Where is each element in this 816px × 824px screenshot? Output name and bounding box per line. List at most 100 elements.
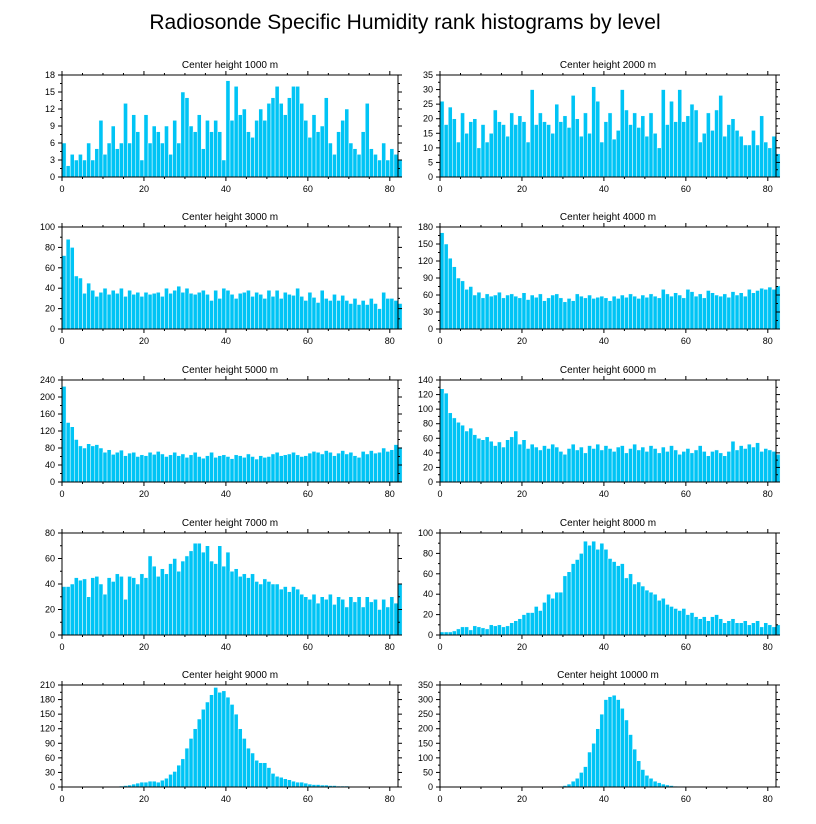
bar (596, 444, 600, 482)
bar (645, 136, 649, 177)
bar (735, 623, 739, 635)
bar (341, 120, 345, 177)
bar (115, 574, 119, 635)
bar (234, 298, 238, 329)
x-tick-label: 80 (763, 642, 773, 652)
bar (316, 452, 320, 482)
bar (747, 444, 751, 482)
bar (690, 104, 694, 177)
chart-panel-8: Center height 8000 m 0 20 40 60 80 100 0 20 40 60 8… (418, 518, 780, 652)
bar (653, 133, 657, 177)
bar (706, 456, 710, 482)
bar (230, 120, 234, 177)
bar (267, 581, 271, 635)
bar (173, 771, 177, 787)
bar (456, 629, 460, 635)
bar (115, 452, 119, 482)
bar (583, 453, 587, 482)
bar (70, 154, 74, 177)
bar (357, 457, 361, 482)
bar (193, 132, 197, 177)
bar (308, 453, 312, 482)
bar (641, 447, 645, 482)
bar (719, 95, 723, 177)
bar (481, 440, 485, 482)
bar (312, 594, 316, 635)
bar (226, 457, 230, 483)
bar (148, 781, 152, 787)
bar (633, 444, 637, 482)
bar (136, 457, 140, 483)
bar (637, 127, 641, 177)
bar (132, 115, 136, 177)
bar (575, 119, 579, 177)
bar (107, 143, 111, 177)
bar (719, 296, 723, 329)
bar (74, 160, 78, 177)
bar (571, 444, 575, 482)
x-tick-label: 80 (763, 336, 773, 346)
bar (739, 293, 743, 329)
bar (522, 440, 526, 482)
bar (768, 625, 772, 635)
bar (756, 443, 760, 482)
bar (620, 295, 624, 329)
y-tick-label: 9 (50, 121, 55, 131)
bar (136, 584, 140, 635)
bar (690, 453, 694, 482)
bar (189, 551, 193, 635)
bar (694, 296, 698, 329)
bar (87, 597, 91, 635)
y-tick-label: 350 (418, 680, 433, 690)
bar (357, 154, 361, 177)
bar (279, 456, 283, 482)
bar (205, 456, 209, 482)
bar (559, 451, 563, 482)
bar (665, 294, 669, 329)
bar (522, 293, 526, 329)
bar (465, 431, 469, 482)
bar (649, 294, 653, 329)
bar (312, 297, 316, 329)
bar (678, 454, 682, 482)
bar (205, 702, 209, 787)
bar (210, 561, 214, 635)
bar (723, 456, 727, 482)
bar (246, 132, 250, 177)
bar (772, 627, 776, 635)
bar (444, 244, 448, 329)
y-tick-label: 35 (423, 70, 433, 80)
bar (222, 160, 226, 177)
bar (534, 125, 538, 177)
bar (743, 448, 747, 482)
bar (669, 296, 673, 329)
bar (193, 294, 197, 329)
bar (473, 119, 477, 177)
bar (263, 579, 267, 635)
y-tick-label: 10 (423, 143, 433, 153)
bar (275, 452, 279, 482)
bar (365, 103, 369, 177)
bar (271, 296, 275, 329)
bar (518, 619, 522, 635)
bar (506, 295, 510, 329)
bar (477, 627, 481, 635)
bar (156, 292, 160, 329)
bar (107, 578, 111, 635)
y-tick-label: 40 (423, 448, 433, 458)
bar (575, 778, 579, 787)
bar (489, 441, 493, 482)
bar (760, 288, 764, 329)
bar (493, 446, 497, 482)
bar (308, 137, 312, 177)
bar (296, 589, 300, 635)
bar (361, 607, 365, 635)
bar (551, 598, 555, 635)
bar (91, 446, 95, 482)
bar (210, 132, 214, 177)
bar (394, 603, 398, 635)
bar (657, 783, 661, 787)
bar (173, 290, 177, 329)
x-tick-label: 60 (303, 184, 313, 194)
bar (514, 296, 518, 329)
